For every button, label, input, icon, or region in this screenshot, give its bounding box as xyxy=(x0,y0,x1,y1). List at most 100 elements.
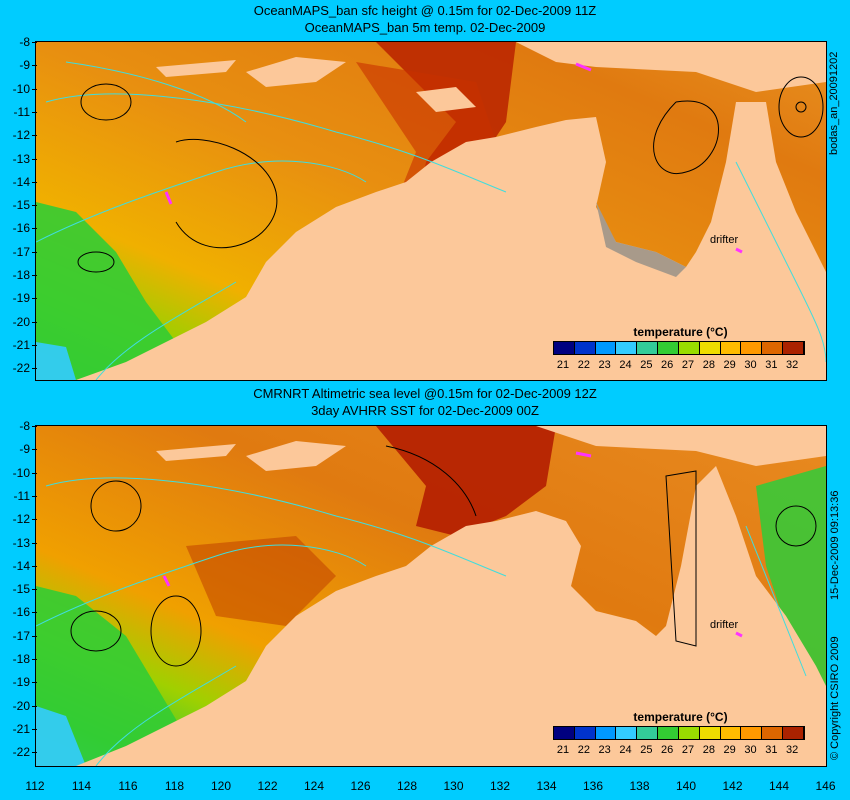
legend-swatch xyxy=(783,727,804,739)
legend-tick-label: 24 xyxy=(619,744,632,756)
legend-swatch xyxy=(720,342,742,354)
legend-tick-label: 29 xyxy=(723,359,736,371)
lat-tick-label: -16 xyxy=(2,222,37,234)
lat-tick-label: -9 xyxy=(2,443,37,455)
lat-tick-label: -12 xyxy=(2,129,37,141)
bottom-green-east xyxy=(756,466,826,686)
legend-tick-label: 24 xyxy=(619,359,632,371)
legend-swatch xyxy=(616,727,638,739)
legend-tick-label: 31 xyxy=(765,359,778,371)
legend-tick-label: 32 xyxy=(786,359,799,371)
legend-swatch xyxy=(720,727,742,739)
legend-swatch xyxy=(678,342,700,354)
bottom-title-line2: 3day AVHRR SST for 02-Dec-2009 00Z xyxy=(311,403,539,418)
legend-swatch xyxy=(741,727,763,739)
legend-tick-label: 27 xyxy=(681,744,695,756)
bottom-hot-zone2 xyxy=(186,536,336,626)
lat-tick-label: -21 xyxy=(2,723,37,735)
top-hot-shelf xyxy=(376,42,516,212)
lat-tick-label: -8 xyxy=(2,36,37,48)
bottom-black-contours xyxy=(70,445,817,667)
lat-tick-label: -13 xyxy=(2,537,37,549)
legend-tick-label: 31 xyxy=(765,744,778,756)
top-legend-labels: 21 22 23 24 25 26 27 28 29 30 31 32 xyxy=(553,359,808,373)
legend-swatch xyxy=(637,342,659,354)
lat-tick-label: -19 xyxy=(2,676,37,688)
bottom-island-newguinea xyxy=(536,426,826,466)
legend-swatch xyxy=(762,342,784,354)
lon-tick-label: 130 xyxy=(443,779,464,793)
legend-swatch xyxy=(762,727,784,739)
top-cool-sw xyxy=(36,202,186,380)
lon-tick-label: 122 xyxy=(257,779,278,793)
bottom-island-sumba xyxy=(156,444,236,461)
lat-tick-label: -20 xyxy=(2,700,37,712)
lat-tick-label: -16 xyxy=(2,606,37,618)
legend-tick-label: 23 xyxy=(598,359,611,371)
lat-tick-label: -10 xyxy=(2,83,37,95)
legend-swatch xyxy=(554,727,575,739)
legend-swatch xyxy=(574,342,596,354)
bottom-legend: temperature (°C) 21 22 23 24 25 26 27 28 29 30 31 3… xyxy=(553,710,808,760)
top-contours xyxy=(36,61,826,380)
legend-swatch xyxy=(554,342,575,354)
bottom-drifter-east xyxy=(735,631,743,638)
lat-tick-label: -19 xyxy=(2,292,37,304)
lat-tick-label: -13 xyxy=(2,153,37,165)
bottom-side-date: 15-Dec-2009 09:13:36 xyxy=(829,490,841,600)
top-title-line1: OceanMAPS_ban sfc height @ 0.15m for 02-… xyxy=(253,3,597,18)
legend-swatch xyxy=(574,727,596,739)
lat-tick-label: -11 xyxy=(2,490,37,502)
lon-tick-label: 144 xyxy=(768,779,790,793)
lat-tick-label: -17 xyxy=(2,630,37,642)
top-drifter-label: drifter xyxy=(710,234,739,246)
lon-tick-label: 138 xyxy=(629,779,650,793)
bottom-title-line1: CMRNRT Altimetric sea level @0.15m for 0… xyxy=(253,386,597,401)
legend-tick-label: 29 xyxy=(723,744,736,756)
lat-tick-label: -20 xyxy=(2,316,37,328)
lon-tick-label: 116 xyxy=(118,779,138,793)
legend-swatch xyxy=(616,342,638,354)
bottom-map-svg xyxy=(36,426,826,766)
top-australia-land xyxy=(76,102,826,380)
top-island-tiwi xyxy=(416,87,476,112)
legend-tick-label: 26 xyxy=(661,744,674,756)
legend-swatch xyxy=(595,342,617,354)
lon-tick-label: 132 xyxy=(489,779,511,793)
top-blue-sw xyxy=(36,342,76,380)
lat-tick-label: -8 xyxy=(2,420,37,432)
bottom-australia-land xyxy=(76,466,826,766)
lon-tick-label: 146 xyxy=(815,779,836,793)
lon-tick-label: 112 xyxy=(25,779,45,793)
legend-tick-label: 32 xyxy=(786,744,799,756)
lon-tick-label: 128 xyxy=(396,779,418,793)
legend-swatch xyxy=(595,727,617,739)
lat-tick-label: -18 xyxy=(2,653,37,665)
lat-tick-label: -9 xyxy=(2,59,37,71)
top-map-panel xyxy=(35,41,827,381)
legend-swatch xyxy=(741,342,763,354)
lon-tick-label: 140 xyxy=(675,779,697,793)
bottom-map-panel xyxy=(35,425,827,767)
bottom-cool-sw xyxy=(36,586,191,766)
lat-tick-label: -14 xyxy=(2,560,37,572)
top-gulf-rim xyxy=(596,202,686,277)
legend-tick-label: 30 xyxy=(744,744,757,756)
legend-tick-label: 28 xyxy=(702,359,715,371)
lat-tick-label: -22 xyxy=(2,362,37,374)
bottom-drifter-west xyxy=(162,575,171,587)
legend-swatch xyxy=(783,342,804,354)
top-drifter-north xyxy=(575,62,592,72)
legend-tick-label: 25 xyxy=(640,359,653,371)
bottom-side-copyright: © Copyright CSIRO 2009 xyxy=(829,636,841,760)
lat-tick-label: -11 xyxy=(2,106,37,118)
legend-tick-label: 25 xyxy=(640,744,653,756)
top-drifter-west xyxy=(164,191,173,205)
bottom-legend-bar xyxy=(553,726,805,740)
bottom-legend-title: temperature (°C) xyxy=(633,710,728,724)
lat-tick-label: -18 xyxy=(2,269,37,281)
legend-swatch xyxy=(699,342,721,354)
legend-tick-label: 21 xyxy=(556,744,570,756)
legend-swatch xyxy=(678,727,700,739)
lat-tick-label: -15 xyxy=(2,583,37,595)
